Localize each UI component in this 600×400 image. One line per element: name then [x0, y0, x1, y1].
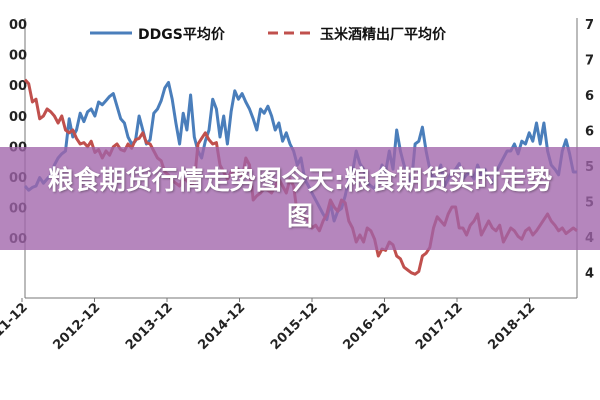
- x-tick-label: 2011-12: [0, 300, 31, 353]
- right-tick-label: 6: [585, 89, 594, 104]
- banner-text: 粮食期货行情走势图今天:粮食期货实时走势图: [47, 165, 553, 232]
- right-tick-label: 7: [585, 18, 594, 33]
- x-tick-label: 2017-12: [413, 300, 466, 353]
- left-tick-label: 00: [9, 79, 27, 94]
- right-tick-label: 7: [585, 54, 594, 69]
- x-tick-label: 2013-12: [123, 300, 176, 353]
- x-tick-label: 2012-12: [51, 300, 104, 353]
- x-tick-label: 2018-12: [486, 300, 539, 353]
- legend-label-ddgs: DDGS平均价: [138, 26, 226, 43]
- right-tick-label: 6: [585, 125, 594, 140]
- left-tick-label: 00: [9, 49, 27, 64]
- x-tick-label: 2016-12: [341, 300, 394, 353]
- right-tick-label: 4: [585, 267, 594, 282]
- x-axis-ticks: 2011-12 2012-12 2013-12 2014-12 2015-12 2016-…: [0, 298, 538, 353]
- left-tick-label: 00: [9, 110, 27, 125]
- left-tick-label: 00: [9, 18, 27, 33]
- title-banner: 粮食期货行情走势图今天:粮食期货实时走势图: [0, 147, 600, 250]
- x-tick-label: 2014-12: [196, 300, 249, 353]
- legend-label-ethanol: 玉米酒精出厂平均价: [320, 26, 447, 43]
- legend: DDGS平均价 玉米酒精出厂平均价: [90, 26, 447, 43]
- x-tick-label: 2015-12: [268, 300, 321, 353]
